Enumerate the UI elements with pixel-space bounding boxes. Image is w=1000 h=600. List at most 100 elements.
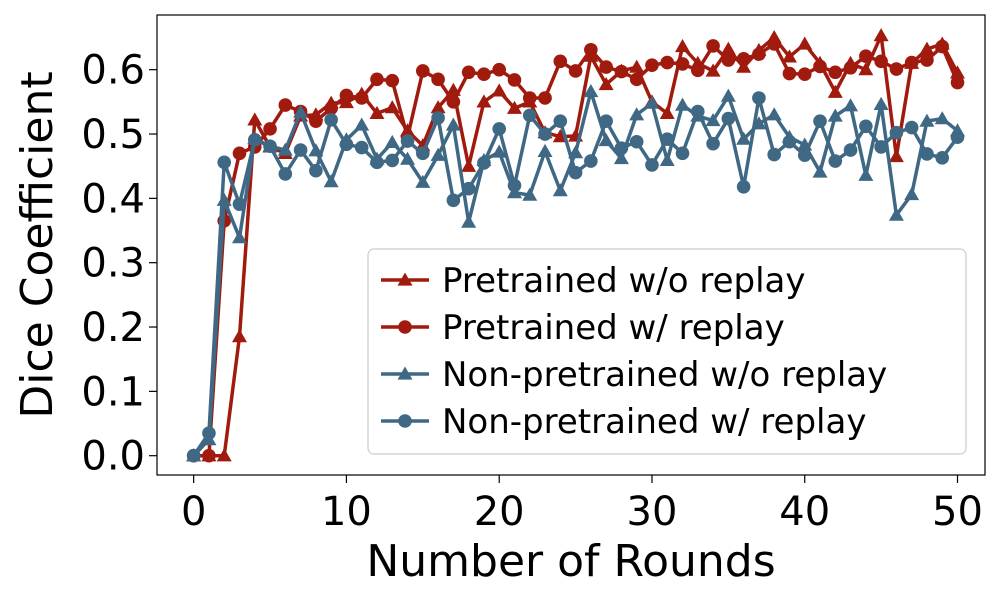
data-point [492,62,506,77]
data-point [339,137,354,152]
data-point [430,147,446,161]
y-tick-label: 0.6 [81,48,145,94]
data-point [736,179,751,194]
data-point [705,113,721,127]
data-point [553,54,568,69]
data-point [400,151,416,165]
y-tick-label: 0.1 [81,369,145,415]
data-point [598,76,614,91]
data-point [752,91,766,105]
data-point [767,147,781,162]
data-point [721,111,736,126]
data-point [904,55,919,70]
data-point [766,107,782,121]
data-point [324,101,338,116]
y-axis: 0.0 0.1 0.2 0.3 0.4 0.5 0.6 [81,48,157,480]
data-point [522,187,538,201]
legend-marker [397,366,413,380]
data-point [813,114,827,128]
data-point [491,83,507,97]
data-point [431,72,445,87]
x-tick-label: 10 [321,489,372,535]
data-point [797,148,812,163]
data-point [843,98,859,112]
legend-entry-non-pretrained-w-replay: Non-pretrained w/ replay [381,402,866,442]
data-point [231,329,247,343]
legend-box [367,248,967,455]
data-point [934,111,950,125]
data-point [492,122,506,136]
data-point [736,131,752,145]
legend: Pretrained w/o replay Pretrained w/ repla… [367,248,967,455]
y-tick-label: 0.3 [81,241,145,287]
data-point [461,65,476,80]
data-point [507,73,522,87]
data-point [599,114,613,128]
data-point [263,122,277,136]
data-point [370,155,384,170]
data-point [629,59,645,73]
data-point [415,174,431,188]
data-point [385,153,400,168]
data-point [659,152,675,167]
data-point [827,108,843,122]
data-point [416,146,430,161]
legend-label: Non-pretrained w/o replay [442,355,887,395]
data-point [797,36,813,50]
data-point [888,149,904,163]
data-point [919,113,935,127]
data-point [720,41,736,55]
data-point [629,72,644,87]
data-point [858,167,874,181]
legend-entry-pretrained-w-o-replay: Pretrained w/o replay [381,261,806,301]
y-tick-label: 0.5 [81,112,145,158]
data-point [247,112,263,126]
legend-label: Pretrained w/o replay [442,261,806,301]
data-point [888,207,904,221]
data-point [889,125,904,140]
data-point [874,54,888,69]
legend-entry-pretrained-w-replay: Pretrained w/ replay [381,308,785,348]
data-point [293,143,308,157]
data-point [797,67,812,81]
data-point [705,63,721,77]
data-point [843,60,858,75]
data-point [369,105,385,120]
data-point [354,117,370,131]
data-point [202,426,216,440]
data-point [247,133,262,147]
data-point [613,150,629,165]
data-point [461,181,476,196]
x-tick-label: 50 [932,489,983,535]
data-point [431,111,445,125]
data-point [278,98,293,112]
data-point [568,64,583,78]
data-point [675,57,690,71]
data-point [904,186,920,201]
data-point [430,100,446,114]
legend-marker [398,414,412,428]
series-non-pretrained-w-replay [186,91,965,463]
data-point [232,146,247,161]
data-point [537,143,553,158]
data-point [186,448,201,463]
data-point [813,59,827,74]
data-point [202,448,216,463]
data-point [889,62,904,76]
data-point [216,448,232,462]
data-point [920,147,934,161]
data-point [781,49,797,63]
data-point [384,134,400,149]
data-point [645,158,659,172]
data-point [660,55,675,70]
data-point [874,140,888,154]
data-point [859,49,873,63]
data-point [599,60,613,74]
data-point [477,67,491,81]
data-point [827,84,843,98]
data-point [859,119,873,134]
legend-label: Pretrained w/ replay [442,308,785,348]
data-point [309,114,323,128]
data-point [706,136,720,151]
x-tick-label: 20 [474,489,525,535]
